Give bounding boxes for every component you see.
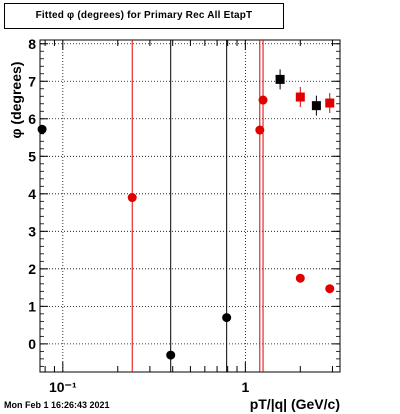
y-tick-label: 1 [28, 298, 36, 314]
data-point-square [275, 74, 285, 84]
x-tick-label: 1 [241, 379, 249, 395]
chart-title-box: Fitted φ (degrees) for Primary Rec All E… [4, 3, 284, 29]
data-point-square [311, 101, 321, 111]
timestamp: Mon Feb 1 16:26:43 2021 [4, 400, 110, 410]
data-point-circle [222, 313, 232, 323]
plot-frame [39, 39, 341, 373]
y-tick-label: 3 [28, 223, 36, 239]
y-tick-label: 4 [28, 186, 36, 202]
y-tick-label: 0 [28, 336, 36, 352]
data-point-circle [127, 193, 137, 203]
y-tick-label: 8 [28, 36, 36, 52]
data-point-circle [166, 350, 176, 360]
y-axis-label: φ (degrees) [8, 61, 24, 139]
data-point-circle [295, 273, 305, 283]
y-tick-label: 6 [28, 111, 36, 127]
data-point-square [295, 92, 305, 102]
data-point-circle [37, 124, 47, 134]
data-point-square [325, 98, 335, 108]
data-point-circle [325, 284, 335, 294]
x-axis-label: pT/|q| (GeV/c) [249, 396, 340, 412]
x-tick-label: 10⁻¹ [49, 379, 77, 395]
data-point-circle [255, 125, 265, 135]
y-tick-label: 7 [28, 73, 36, 89]
y-tick-label: 5 [28, 148, 36, 164]
chart-title: Fitted φ (degrees) for Primary Rec All E… [35, 10, 253, 21]
data-point-circle [258, 95, 268, 105]
y-tick-label: 2 [28, 261, 36, 277]
